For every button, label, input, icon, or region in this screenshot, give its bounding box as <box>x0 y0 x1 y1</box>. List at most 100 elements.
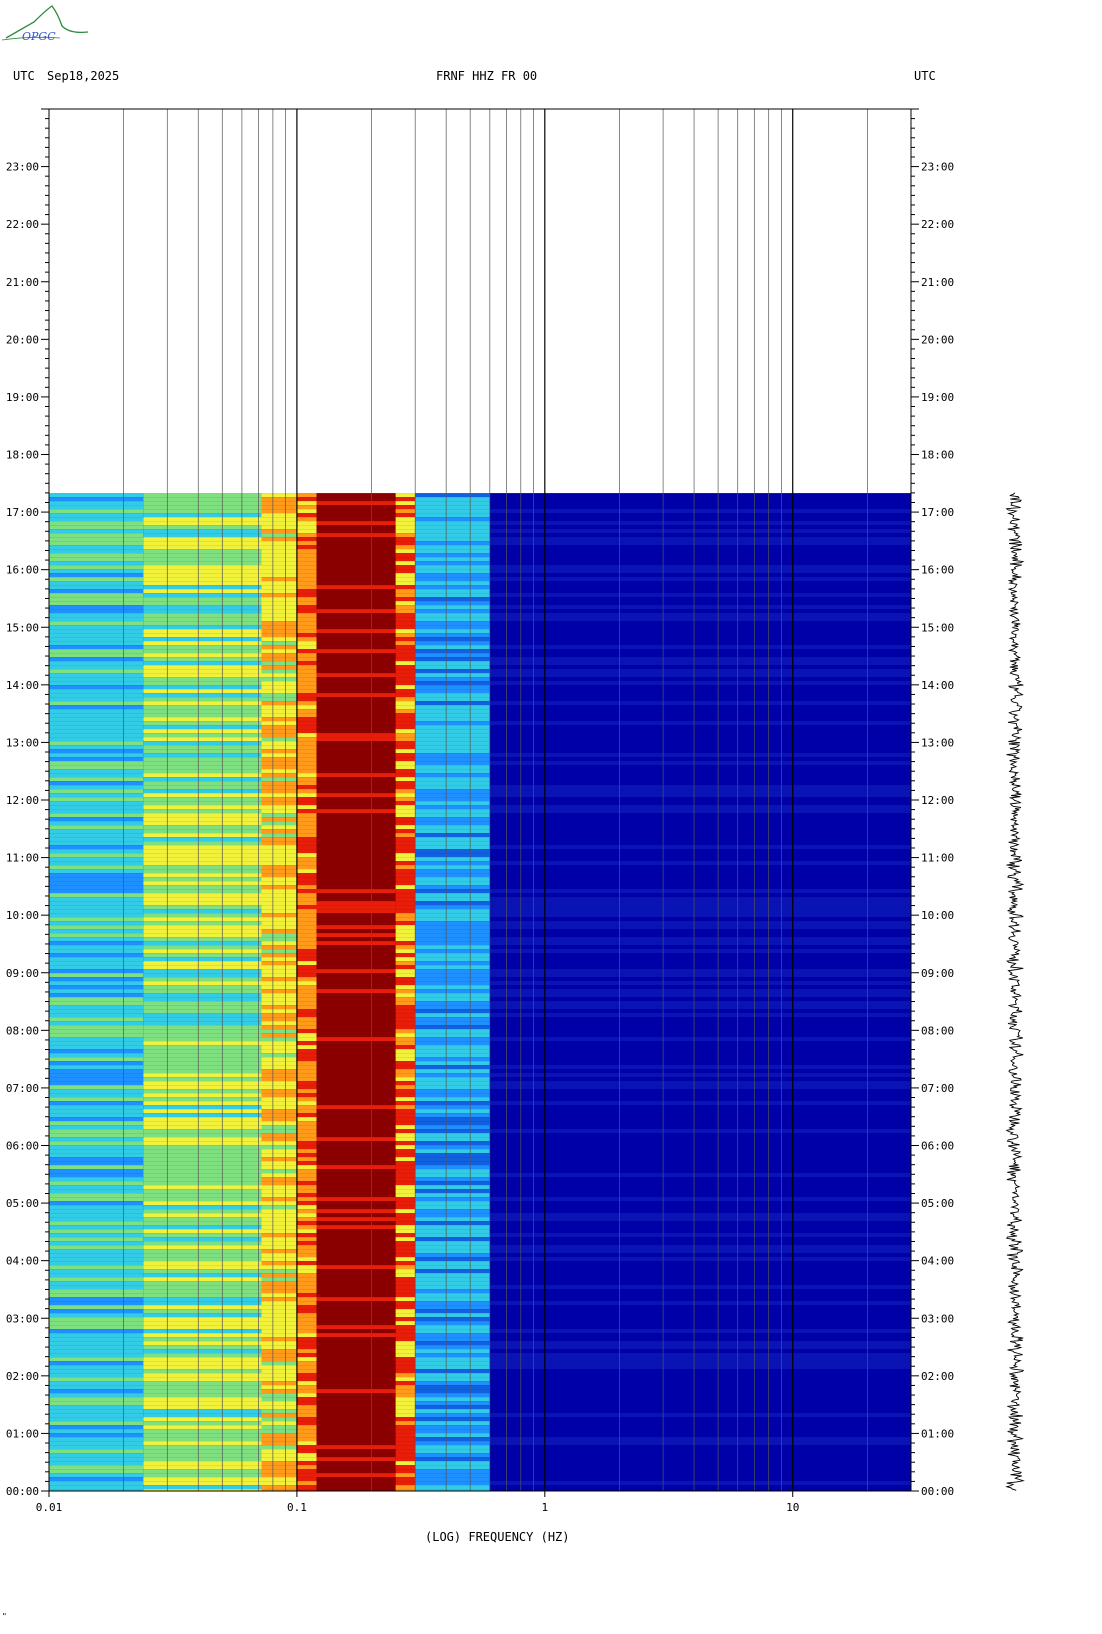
spectrogram-cell <box>489 1265 911 1270</box>
spectrogram-cell <box>316 813 396 818</box>
spectrogram-cell <box>49 1089 144 1094</box>
spectrogram-cell <box>316 1141 396 1146</box>
spectrogram-cell <box>316 1157 396 1162</box>
spectrogram-cell <box>261 1465 297 1470</box>
spectrogram-cell <box>316 1349 396 1354</box>
spectrogram-cell <box>415 901 490 906</box>
spectrogram-cell <box>296 829 317 834</box>
spectrogram-cell <box>316 1065 396 1070</box>
spectrogram-cell <box>261 1013 297 1018</box>
spectrogram-cell <box>143 801 262 806</box>
spectrogram-cell <box>415 1181 490 1186</box>
spectrogram-cell <box>489 601 911 606</box>
spectrogram-cell <box>261 773 297 778</box>
spectrogram-cell <box>415 1261 490 1266</box>
spectrogram-cell <box>49 1001 144 1006</box>
spectrogram-cell <box>296 1037 317 1042</box>
spectrogram-cell <box>415 537 490 542</box>
spectrogram-cell <box>316 1377 396 1382</box>
spectrogram-cell <box>489 965 911 970</box>
spectrogram-cell <box>296 713 317 718</box>
spectrogram-cell <box>49 1261 144 1266</box>
spectrogram-cell <box>49 1325 144 1330</box>
spectrogram-cell <box>316 553 396 558</box>
spectrogram-cell <box>261 589 297 594</box>
spectrogram-cell <box>415 697 490 702</box>
spectrogram-cell <box>489 1057 911 1062</box>
spectrogram-cell <box>296 761 317 766</box>
spectrogram-cell <box>261 977 297 982</box>
spectrogram-cell <box>489 1065 911 1070</box>
spectrogram-cell <box>143 1261 262 1266</box>
spectrogram-cell <box>296 645 317 650</box>
spectrogram-cell <box>49 833 144 838</box>
spectrogram-cell <box>261 1413 297 1418</box>
spectrogram-cell <box>395 1085 416 1090</box>
spectrogram-cell <box>49 569 144 574</box>
spectrogram-cell <box>489 885 911 890</box>
spectrogram-cell <box>415 801 490 806</box>
spectrogram-cell <box>143 1289 262 1294</box>
spectrogram-cell <box>143 797 262 802</box>
spectrogram-cell <box>296 661 317 666</box>
spectrogram-cell <box>49 1449 144 1454</box>
spectrogram-cell <box>395 921 416 926</box>
spectrogram-cell <box>143 1061 262 1066</box>
spectrogram-cell <box>415 897 490 902</box>
spectrogram-cell <box>296 497 317 502</box>
spectrogram-cell <box>316 1061 396 1066</box>
spectrogram-cell <box>415 945 490 950</box>
spectrogram-cell <box>143 773 262 778</box>
spectrogram-cell <box>316 617 396 622</box>
spectrogram-cell <box>261 553 297 558</box>
spectrogram-cell <box>316 625 396 630</box>
spectrogram-cell <box>143 1197 262 1202</box>
spectrogram-cell <box>316 1393 396 1398</box>
spectrogram-cell <box>395 1461 416 1466</box>
spectrogram-cell <box>489 617 911 622</box>
spectrogram-cell <box>489 1241 911 1246</box>
spectrogram-cell <box>49 1105 144 1110</box>
spectrogram-cell <box>395 713 416 718</box>
spectrogram-cell <box>489 597 911 602</box>
spectrogram-cell <box>261 1445 297 1450</box>
spectrogram-cell <box>49 1013 144 1018</box>
spectrogram-cell <box>395 629 416 634</box>
spectrogram-cell <box>143 1429 262 1434</box>
spectrogram-cell <box>296 1345 317 1350</box>
spectrogram-cell <box>261 905 297 910</box>
spectrogram-cell <box>296 1297 317 1302</box>
spectrogram-cell <box>261 929 297 934</box>
spectrogram-cell <box>49 1393 144 1398</box>
spectrogram-cell <box>489 1105 911 1110</box>
spectrogram-cell <box>143 1473 262 1478</box>
spectrogram-cell <box>296 1301 317 1306</box>
spectrogram-cell <box>395 929 416 934</box>
spectrogram-cell <box>49 701 144 706</box>
spectrogram-cell <box>49 1189 144 1194</box>
spectrogram-cell <box>49 1453 144 1458</box>
spectrogram-cell <box>261 1029 297 1034</box>
spectrogram-cell <box>296 821 317 826</box>
spectrogram-cell <box>415 1197 490 1202</box>
spectrogram-cell <box>395 1081 416 1086</box>
spectrogram-cell <box>489 857 911 862</box>
spectrogram-cell <box>296 849 317 854</box>
spectrogram-cell <box>395 1205 416 1210</box>
spectrogram-cell <box>143 1489 262 1491</box>
spectrogram-cell <box>261 1101 297 1106</box>
spectrogram-cell <box>49 901 144 906</box>
spectrogram-cell <box>296 921 317 926</box>
spectrogram-cell <box>261 633 297 638</box>
spectrogram-cell <box>489 1049 911 1054</box>
spectrogram-cell <box>395 1285 416 1290</box>
spectrogram-cell <box>415 753 490 758</box>
spectrogram-cell <box>296 1093 317 1098</box>
spectrogram-cell <box>261 517 297 522</box>
spectrogram-cell <box>261 529 297 534</box>
spectrogram-cell <box>261 949 297 954</box>
spectrogram-cell <box>489 1125 911 1130</box>
spectrogram-cell <box>296 569 317 574</box>
spectrogram-cell <box>489 1357 911 1362</box>
spectrogram-cell <box>143 741 262 746</box>
